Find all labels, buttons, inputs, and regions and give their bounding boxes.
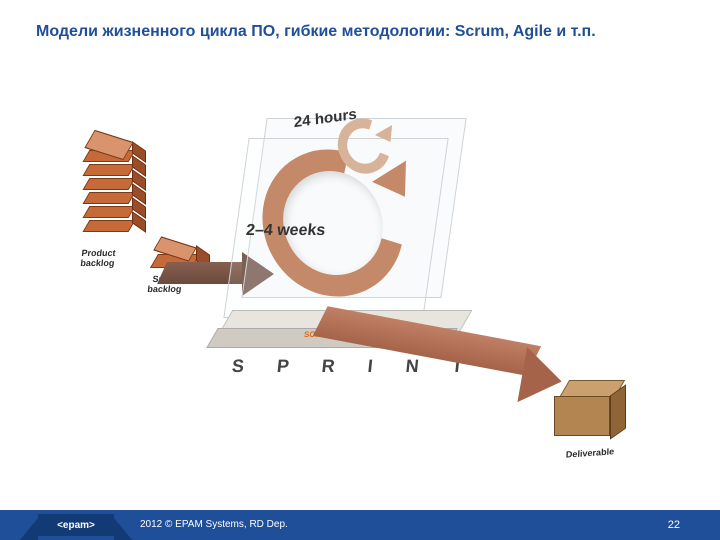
footer-copyright: 2012 © EPAM Systems, RD Dep. [140,510,288,540]
label-2-4-weeks: 2–4 weeks [245,222,326,240]
arrow-sprint-to-deliverable [312,292,632,392]
product-backlog-label: Product backlog [67,248,129,268]
scrum-diagram: Product backlog Sprint backlog 24 hours … [36,70,660,470]
footer-logo-left-decoration [20,518,38,540]
slide-title: Модели жизненного цикла ПО, гибкие метод… [36,22,680,43]
slide-footer: <epam> 2012 © EPAM Systems, RD Dep. 22 [0,510,720,540]
deliverable-label: Deliverable [550,445,631,461]
epam-logo: <epam> [38,514,114,536]
slide: Модели жизненного цикла ПО, гибкие метод… [0,0,720,540]
deliverable-box [558,388,620,438]
footer-logo-right-decoration [114,518,132,540]
footer-page-number: 22 [668,510,680,540]
